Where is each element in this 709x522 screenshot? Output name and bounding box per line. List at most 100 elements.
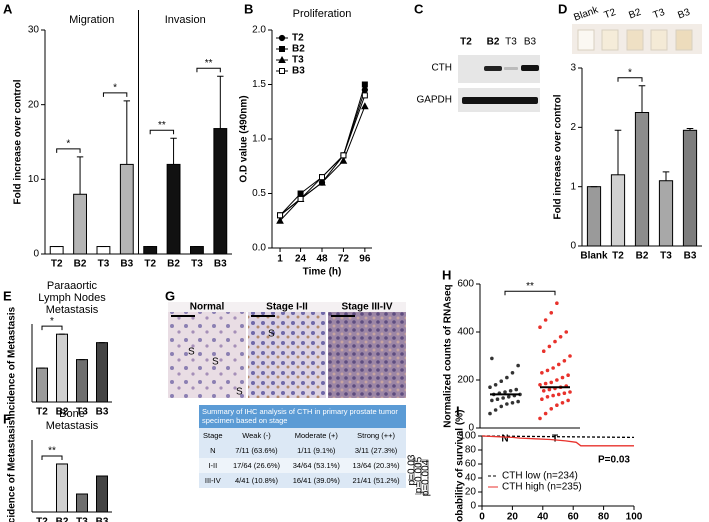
p-value: p=0.004 (421, 459, 432, 496)
image-header (168, 302, 406, 312)
y-tick-label: 200 (457, 375, 474, 386)
table-cell: N (210, 445, 216, 455)
x-tick-label: T3 (660, 251, 672, 262)
bar (586, 186, 602, 247)
x-tick-label: B3 (96, 407, 109, 418)
x-tick-label: T2 (144, 259, 156, 270)
x-tick-label: B3 (120, 259, 133, 270)
dot (555, 301, 559, 306)
ihc-image (248, 312, 326, 398)
header-cell: Moderate (+) (294, 430, 338, 440)
y-tick-label: 0 (570, 241, 576, 252)
band-label: CTH (431, 63, 452, 74)
x-tick-label: 48 (316, 254, 328, 265)
error-bar (170, 137, 177, 165)
p-bracket (408, 459, 429, 495)
y-axis-label: Fold increase over control (13, 79, 24, 204)
x-tick-label: B3 (96, 517, 109, 522)
error-bar (123, 100, 131, 165)
y-tick-label: 1.5 (252, 79, 266, 90)
legend-label: B3 (292, 66, 305, 77)
bar (658, 180, 674, 247)
stroma-mark: S (188, 347, 195, 358)
legend-marker (279, 46, 285, 52)
x-tick-label: B3 (684, 251, 697, 262)
well-image (601, 29, 619, 51)
line (279, 84, 366, 216)
dot (488, 385, 492, 390)
error-bar (638, 85, 646, 113)
y-axis-label: Fold increase over control (553, 94, 564, 219)
point (318, 178, 326, 186)
dot (493, 408, 498, 412)
dot (556, 362, 561, 367)
y-axis-label: Incidence of Metastasis (7, 306, 18, 419)
x-tick-label: T3 (76, 517, 88, 522)
panel-letter: A (3, 1, 13, 16)
bar (73, 193, 87, 255)
blot-band (504, 67, 518, 70)
significance-bracket (617, 77, 643, 82)
dot (538, 383, 542, 387)
significance-label: * (628, 67, 632, 78)
line (279, 95, 366, 216)
legend-label: T2 (292, 33, 304, 44)
y-tick-label: 100 (459, 431, 476, 442)
dot (543, 411, 548, 416)
bar (634, 112, 650, 247)
dot (495, 397, 500, 402)
legend-label: CTH high (n=235) (502, 482, 582, 493)
y-tick-label: 600 (457, 279, 474, 290)
panel-letter: C (414, 1, 424, 16)
well-images (572, 24, 702, 54)
dot (499, 379, 504, 384)
y-tick-label: 30 (28, 25, 40, 36)
dot (555, 403, 559, 408)
x-tick-label: T2 (36, 407, 48, 418)
table-cell: 21/41 (51.2%) (352, 475, 400, 485)
table-cell: 34/64 (53.1%) (292, 460, 340, 470)
y-tick-label: 60 (465, 459, 477, 470)
point (276, 216, 284, 224)
point (361, 102, 369, 110)
point (361, 81, 368, 88)
survival-curve (481, 435, 635, 439)
table-cell: I-II (208, 460, 218, 470)
dot (551, 366, 555, 370)
dot (508, 389, 513, 393)
x-tick-label: B2 (56, 407, 69, 418)
panel-letter: F (3, 411, 11, 426)
lane-label: B2 (487, 37, 500, 48)
dot (503, 390, 507, 394)
bar (119, 163, 134, 255)
x-tick-label: 60 (568, 512, 580, 522)
significance-bracket (41, 325, 63, 331)
dot (556, 392, 561, 397)
significance-label: ** (526, 281, 534, 292)
point (319, 174, 325, 181)
ihc-image (168, 312, 246, 398)
dot (564, 330, 569, 334)
dot (551, 393, 555, 398)
chart-title: Lymph Nodes (38, 292, 106, 304)
error-bar (686, 128, 694, 131)
dot (514, 387, 519, 392)
point (339, 156, 348, 164)
dot (541, 349, 546, 354)
chart-title: Proliferation (293, 8, 352, 20)
bar (76, 359, 88, 403)
well-image (577, 29, 595, 51)
ihc-images: Normal Stage I-II Stage III-IV S S S S (168, 302, 406, 398)
dot (547, 387, 552, 392)
error-bar (662, 171, 670, 181)
x-tick-label: T3 (76, 407, 88, 418)
y-tick-label: 10 (28, 174, 40, 185)
dot (505, 375, 509, 380)
y-tick-label: 0.0 (252, 243, 266, 254)
dot (516, 399, 520, 404)
y-tick-label: 2.0 (252, 25, 266, 36)
dot (510, 401, 515, 405)
stroma-mark: S (212, 357, 219, 368)
ihc-table: Summary of IHC analysis of CTH in primar… (199, 405, 406, 488)
bar (56, 463, 68, 513)
